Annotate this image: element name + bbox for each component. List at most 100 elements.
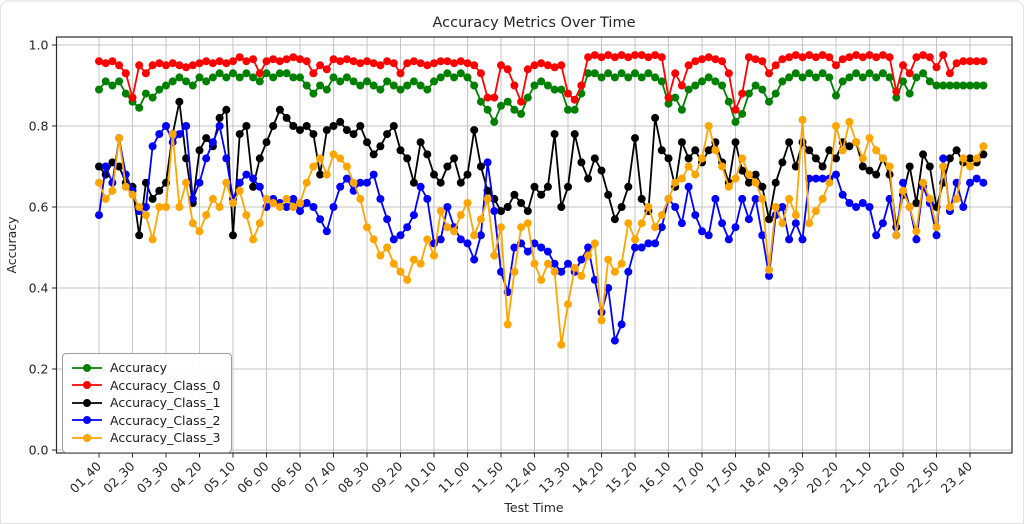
data-point [309, 203, 318, 211]
data-point [872, 53, 881, 62]
data-point [878, 69, 887, 78]
data-point [912, 235, 921, 244]
data-point [852, 138, 861, 147]
data-point [148, 61, 157, 70]
data-point [912, 73, 921, 82]
y-axis-label: Accuracy [4, 216, 19, 274]
data-point [101, 77, 110, 86]
data-point [945, 69, 954, 78]
data-point [403, 81, 412, 90]
data-point [195, 227, 204, 236]
data-point [932, 223, 941, 232]
data-point [202, 57, 211, 66]
data-point [604, 51, 613, 60]
data-point [832, 91, 840, 100]
data-point [175, 97, 184, 106]
data-point [195, 59, 204, 68]
data-point [664, 99, 673, 108]
data-point [704, 73, 713, 82]
data-point [510, 81, 519, 90]
data-point [188, 81, 197, 90]
data-point [885, 73, 894, 82]
data-point [523, 219, 532, 228]
x-tick-label: 19_30 [770, 458, 808, 496]
data-point [503, 65, 512, 74]
y-tick-label: 0.0 [29, 443, 49, 458]
data-point [162, 81, 170, 90]
x-tick-label: 05_10 [201, 458, 239, 496]
data-point [336, 77, 345, 86]
data-point [657, 53, 666, 62]
legend-label: Accuracy_Class_1 [110, 395, 221, 411]
data-point [269, 122, 278, 130]
data-point [523, 93, 532, 102]
legend-swatch-accuracy_class_1 [72, 398, 102, 407]
data-point [617, 51, 626, 60]
data-point [637, 194, 646, 203]
data-point [249, 235, 258, 244]
data-point [416, 138, 425, 147]
data-point [704, 53, 713, 62]
data-point [885, 162, 894, 171]
data-point [383, 57, 392, 66]
data-point [222, 105, 231, 114]
data-point [959, 81, 968, 90]
data-point [865, 166, 874, 175]
legend-marker [83, 433, 91, 442]
data-point [456, 235, 465, 244]
data-point [476, 69, 485, 78]
data-point [249, 174, 258, 183]
data-point [791, 219, 800, 228]
data-point [905, 89, 914, 98]
data-point [443, 203, 452, 211]
data-point [175, 61, 184, 70]
data-point [724, 235, 733, 244]
data-point [483, 105, 492, 114]
data-point [677, 105, 686, 114]
data-point [610, 336, 619, 345]
data-point [95, 57, 103, 66]
data-point [329, 73, 338, 82]
data-point [778, 158, 787, 167]
data-point [537, 77, 546, 86]
data-point [718, 162, 727, 171]
data-point [369, 235, 378, 244]
data-point [865, 69, 874, 78]
data-point [436, 57, 445, 66]
data-point [651, 239, 660, 248]
data-point [523, 247, 532, 256]
data-point [664, 93, 673, 102]
data-point [852, 203, 861, 211]
data-point [637, 51, 646, 60]
data-point [584, 53, 593, 62]
data-point [811, 53, 820, 62]
y-tick-label: 0.4 [29, 281, 49, 296]
data-point [865, 51, 874, 60]
data-point [811, 174, 820, 183]
data-point [463, 199, 472, 207]
data-point [155, 203, 164, 211]
data-point [939, 81, 948, 90]
data-point [148, 194, 157, 203]
data-point [631, 51, 639, 60]
data-point [550, 267, 559, 276]
data-point [845, 199, 854, 207]
data-point [215, 113, 224, 122]
data-point [322, 126, 331, 135]
data-point [463, 73, 472, 82]
data-point [945, 81, 954, 90]
data-point [738, 194, 747, 203]
data-point [135, 231, 144, 240]
data-point [409, 178, 418, 187]
data-point [530, 81, 539, 90]
data-point [845, 117, 854, 126]
data-point [309, 162, 318, 171]
data-point [356, 59, 365, 68]
data-point [858, 154, 867, 163]
data-point [329, 150, 338, 159]
data-point [932, 63, 941, 72]
data-point [389, 122, 398, 130]
data-point [463, 170, 472, 179]
data-point [711, 194, 720, 203]
data-point [148, 142, 157, 151]
